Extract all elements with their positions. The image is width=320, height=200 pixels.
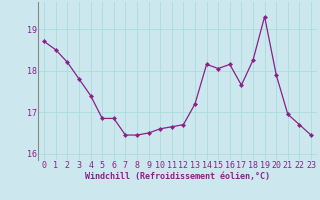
- X-axis label: Windchill (Refroidissement éolien,°C): Windchill (Refroidissement éolien,°C): [85, 172, 270, 181]
